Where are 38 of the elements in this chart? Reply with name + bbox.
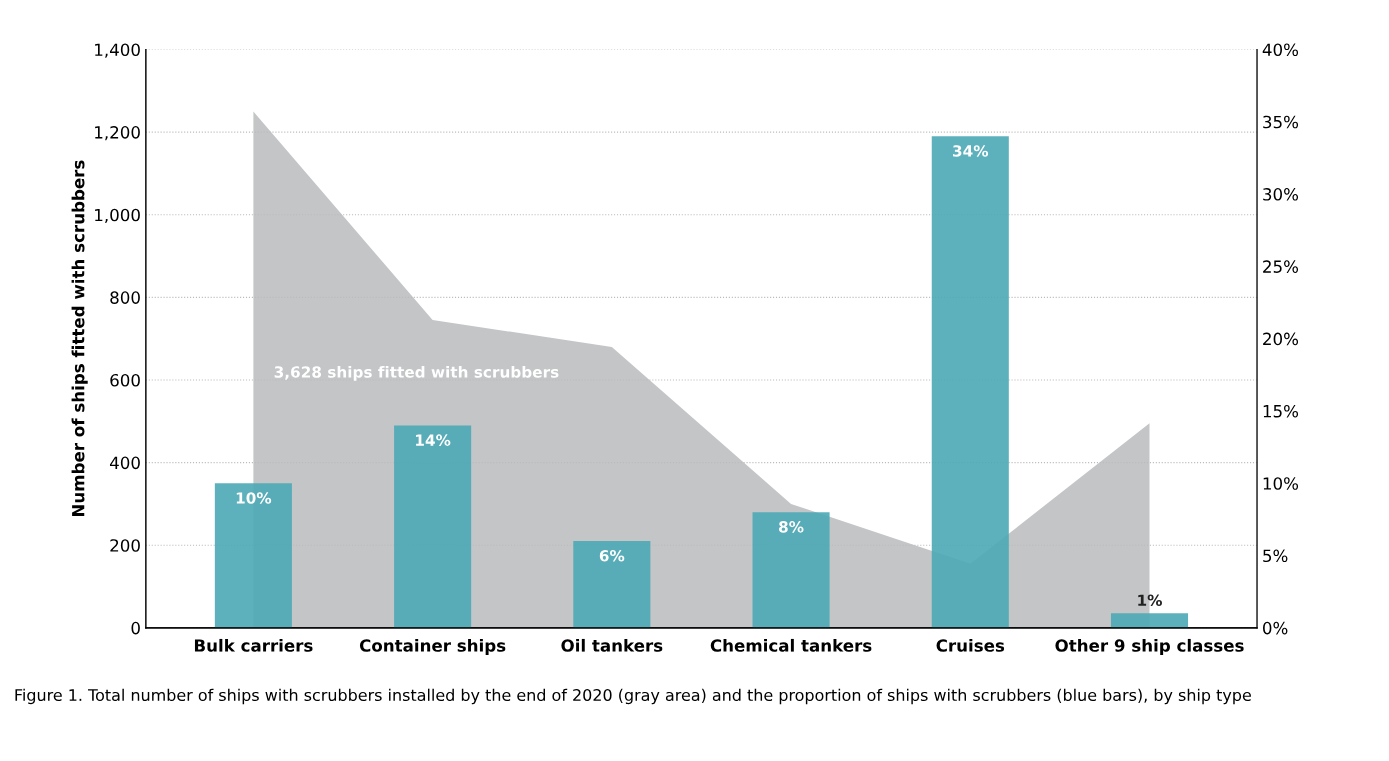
x-tick-label: Chemical tankers	[710, 638, 872, 652]
y2-tick-label: 30%	[1263, 188, 1299, 201]
y-tick-label: 1,400	[95, 43, 140, 58]
y2-tick-label: 5%	[1263, 549, 1288, 563]
y-tick-label: 1,200	[95, 126, 140, 141]
y-tick-label: 400	[109, 456, 140, 470]
y2-tick-label: 10%	[1263, 477, 1299, 490]
y2-tick-label: 40%	[1262, 43, 1299, 57]
y-tick-label: 800	[110, 291, 140, 304]
y-tick-label: 1,000	[95, 208, 140, 223]
bar	[394, 425, 472, 628]
x-tick-label: Oil tankers	[561, 638, 663, 652]
data-label: 1%	[1138, 594, 1162, 607]
data-label: 34%	[953, 145, 989, 157]
annotation: 3,628 ships fitted with scrubbers	[274, 365, 559, 381]
y2-tick-label: 35%	[1263, 115, 1299, 129]
bar	[931, 136, 1009, 628]
y-axis-title: Number of ships fitted with scrubbers	[71, 160, 88, 517]
data-label: 10%	[236, 492, 272, 504]
data-label: 14%	[416, 434, 451, 446]
y-tick-label: 0	[131, 621, 140, 635]
x-tick-label: Cruises	[936, 638, 1005, 652]
x-tick-label: Bulk carriers	[194, 638, 313, 652]
y-tick-label: 200	[110, 539, 140, 552]
x-tick-label: Container ships	[359, 638, 506, 656]
caption: Figure 1. Total number of ships with scrubbers installed by the end of 2020 (gray area) and the proportion of ships with scrubbers (blue bars), by ship type	[15, 688, 1251, 705]
x-tick-label: Other 9 ship classes	[1055, 638, 1244, 656]
y2-tick-label: 20%	[1263, 332, 1299, 346]
data-label: 8%	[779, 521, 804, 533]
bar	[1110, 613, 1189, 628]
y2-tick-label: 15%	[1263, 404, 1299, 418]
data-label: 6%	[599, 550, 625, 562]
bar	[214, 483, 292, 628]
bar	[752, 512, 830, 628]
y2-tick-label: 0%	[1263, 621, 1288, 635]
y-tick-label: 600	[110, 373, 140, 387]
y2-tick-label: 25%	[1263, 260, 1299, 273]
bar	[573, 541, 651, 628]
